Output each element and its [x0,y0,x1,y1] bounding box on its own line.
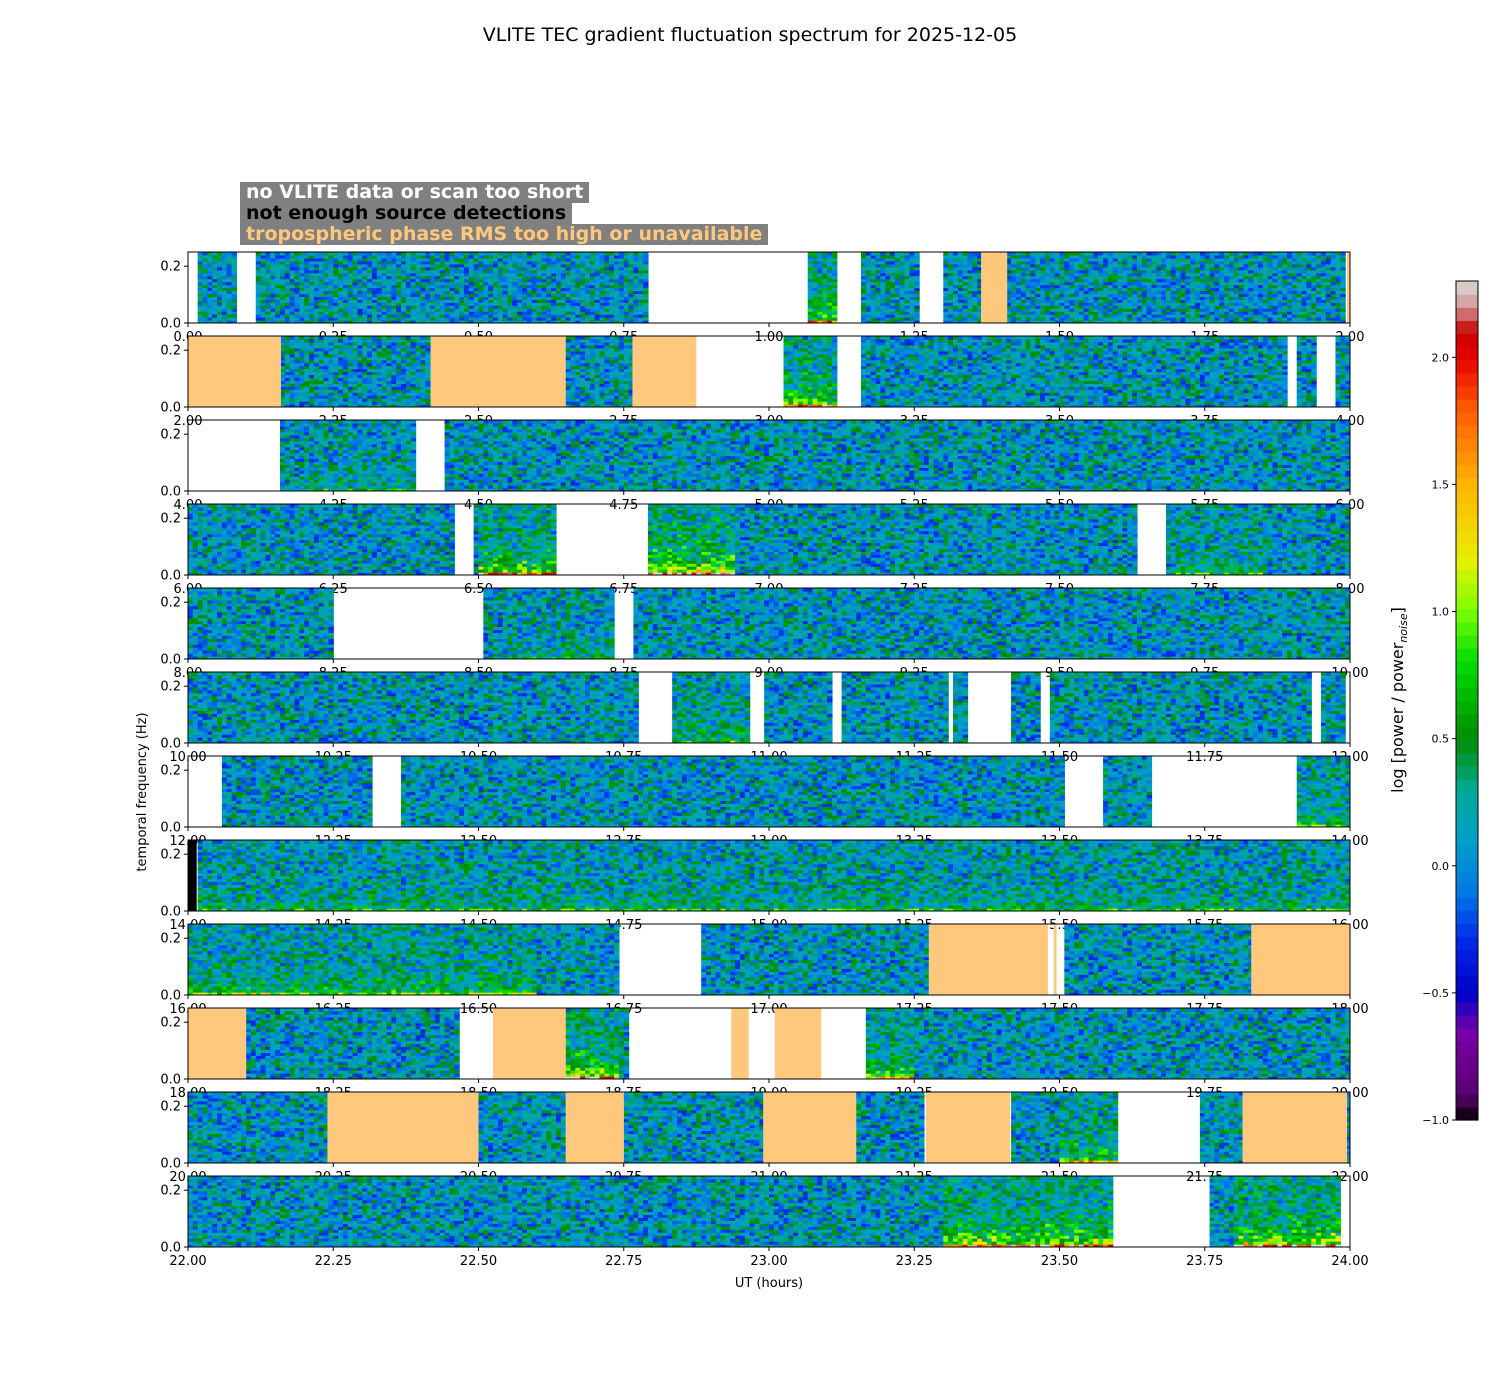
panel-6: 0.00.212.0012.2512.5012.7513.0013.2513.5… [160,755,1369,849]
colorbar-label: log [power / powernoise] [1388,607,1410,793]
y-tick-label: 0.0 [160,821,181,836]
tropo-flag-9-3 [774,1008,822,1079]
y-tick-label: 0.0 [160,905,181,920]
y-axis-label: temporal frequency (Hz) [135,712,150,871]
y-tick-label: 0.0 [160,1241,181,1256]
panel-5: 0.00.210.0010.2510.5010.7511.0011.2511.5… [160,671,1369,765]
y-tick-label: 0.0 [160,401,181,416]
y-tick-label: 0.0 [160,737,181,752]
x-tick-label: 22.75 [605,1254,642,1269]
tropo-flag-1-0 [188,336,281,407]
colorbar: −1.0 −0.5 0.0 0.5 1.0 1.5 2.0 log [power / powe… [1388,280,1479,1127]
x-tick-label: 22.25 [315,1254,352,1269]
y-tick-label: 0.0 [160,569,181,584]
x-tick-label: 4.75 [609,498,638,513]
heatmap-panel-7 [197,840,1350,911]
legend: no VLITE data or scan too short not enou… [240,182,769,245]
heatmap-panel-9 [246,1008,1350,1079]
colorbar-tick-label: 0.5 [1432,733,1450,746]
panel-4: 0.00.28.008.258.508.759.009.259.509.7510… [160,587,1369,681]
panel-10: 0.00.220.0020.2520.5020.7521.0021.2521.5… [160,1091,1369,1185]
tropo-flag-8-1 [1053,924,1057,995]
heatmap-panel-6 [221,756,1350,827]
heatmap-panel-1 [279,336,1350,407]
x-tick-label: 22.50 [460,1254,497,1269]
y-tick-label: 0.2 [160,848,181,863]
y-tick-label: 0.0 [160,1157,181,1172]
y-tick-label: 0.0 [160,653,181,668]
tropo-flag-10-0 [327,1092,479,1163]
chart-title: VLITE TEC gradient fluctuation spectrum … [0,24,1500,46]
x-tick-label: 23.25 [896,1254,933,1269]
panel-0: 0.00.20.000.250.500.751.001.251.501.752.… [160,251,1364,345]
legend-item-no-data: no VLITE data or scan too short [240,182,590,203]
tropo-flag-9-0 [188,1008,247,1079]
x-tick-label: 6.75 [609,582,638,597]
tropo-flag-10-3 [925,1092,1011,1163]
panel-2: 0.00.24.004.254.504.755.005.255.505.756.… [160,419,1364,513]
colorbar-tick-label: −0.5 [1422,987,1449,1000]
x-tick-label: 23.75 [1186,1254,1223,1269]
heatmap-panel-0 [197,252,1346,323]
colorbar-tick-label: −1.0 [1422,1114,1449,1127]
x-tick-label: 11.75 [1186,750,1223,765]
heatmap-panel-5 [188,672,1346,743]
heatmap-panel-4 [188,588,1350,659]
nodet-flag-7-0 [188,840,197,911]
heatmap-panel-2 [279,420,1350,491]
y-tick-label: 0.0 [160,1073,181,1088]
panel-7: 0.00.214.0014.2514.5014.7515.0015.2515.5… [160,839,1369,933]
y-tick-label: 0.0 [160,485,181,500]
heatmap-panel-10 [188,1092,1350,1163]
y-tick-label: 0.2 [160,344,181,359]
tropo-flag-8-2 [1251,924,1350,995]
x-axis-label: UT (hours) [735,1276,803,1291]
x-tick-label: 24.00 [1331,1254,1368,1269]
y-tick-label: 0.2 [160,1184,181,1199]
tropo-flag-9-1 [493,1008,566,1079]
heatmap-panel-3 [188,504,1350,575]
x-tick-label: 16.50 [460,1002,497,1017]
x-tick-label: 22.00 [169,1254,206,1269]
tropo-flag-10-4 [1242,1092,1348,1163]
y-tick-label: 0.2 [160,428,181,443]
x-tick-label: 23.00 [750,1254,787,1269]
tropo-flag-1-1 [430,336,566,407]
y-tick-label: 0.2 [160,764,181,779]
panel-3: 0.00.26.006.256.506.757.007.257.507.758.… [160,503,1364,597]
y-tick-label: 0.2 [160,1016,181,1031]
y-tick-label: 0.2 [160,932,181,947]
tropo-flag-1-2 [632,336,697,407]
tropo-flag-0-1 [1347,252,1350,323]
tropo-flag-0-0 [981,252,1008,323]
tropo-flag-8-0 [928,924,1048,995]
colorbar-tick-label: 1.5 [1432,478,1450,491]
colorbar-tick-label: 0.0 [1432,860,1450,873]
x-tick-label: 1.00 [755,330,784,345]
y-tick-label: 0.0 [160,989,181,1004]
heatmap-panel-11 [188,1176,1341,1247]
colorbar-tick-label: 1.0 [1432,606,1450,619]
legend-item-not-enough-detections: not enough source detections [240,203,573,224]
legend-item-tropo-rms: tropospheric phase RMS too high or unava… [240,224,769,245]
colorbar-tick-label: 2.0 [1432,351,1450,364]
heatmap-panel-8 [188,924,1254,995]
y-tick-label: 0.2 [160,680,181,695]
panel-11: 0.0 0.2 22.00 22.25 22.50 22.75 23.00 23.25 23.5… [160,1175,1369,1269]
panel-9: 0.00.218.0018.2518.5018.7519.0019.2519.5… [160,1007,1369,1101]
tropo-flag-10-1 [565,1092,624,1163]
panel-8: 0.00.216.0016.2516.5016.7517.0017.2517.5… [160,923,1369,1017]
x-tick-label: 23.50 [1041,1254,1078,1269]
y-tick-label: 0.2 [160,260,181,275]
y-tick-label: 0.0 [160,317,181,332]
y-tick-label: 0.2 [160,596,181,611]
tropo-flag-10-2 [763,1092,857,1163]
panel-1: 0.00.22.002.252.502.753.003.253.503.754.… [160,335,1364,429]
tropo-flag-9-2 [731,1008,749,1079]
y-tick-label: 0.2 [160,512,181,527]
y-tick-label: 0.2 [160,1100,181,1115]
